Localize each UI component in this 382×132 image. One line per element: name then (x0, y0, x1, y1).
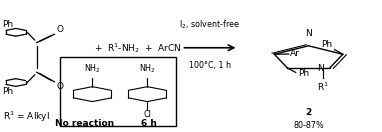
Text: NH$_2$: NH$_2$ (84, 63, 101, 75)
Text: 2: 2 (306, 108, 312, 117)
Text: No reaction: No reaction (55, 119, 114, 128)
Text: O: O (57, 82, 63, 91)
Text: N: N (305, 29, 312, 38)
Text: NH$_2$: NH$_2$ (139, 63, 156, 75)
Text: R$^1$ = Alkyl: R$^1$ = Alkyl (3, 110, 50, 124)
Text: 100°C, 1 h: 100°C, 1 h (189, 61, 231, 70)
Text: O: O (57, 25, 63, 34)
Text: R$^1$: R$^1$ (317, 80, 329, 93)
Text: 80-87%: 80-87% (293, 121, 324, 129)
Text: Ph: Ph (2, 87, 13, 96)
Text: N: N (317, 64, 324, 73)
Text: Ar: Ar (290, 49, 299, 58)
Text: 6 h: 6 h (141, 119, 157, 128)
Text: Ph: Ph (298, 69, 309, 78)
Text: $+$  R$^1$-NH$_2$  $+$  ArCN: $+$ R$^1$-NH$_2$ $+$ ArCN (94, 41, 182, 55)
Text: I$_2$, solvent-free: I$_2$, solvent-free (180, 18, 241, 31)
Text: Ph: Ph (321, 40, 332, 49)
Text: Ph: Ph (2, 20, 13, 29)
Text: Cl: Cl (144, 110, 151, 119)
Bar (60, 57, 176, 126)
